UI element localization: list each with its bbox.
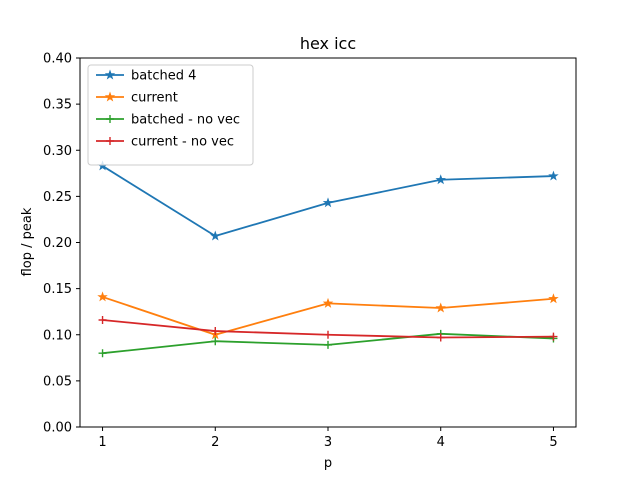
legend-item: batched - no vec: [96, 113, 240, 128]
legend: batched 4 current batched - no vec current …: [87, 64, 254, 166]
data-point: [322, 297, 334, 308]
legend-marker: [106, 137, 114, 145]
legend-item: current - no vec: [96, 135, 234, 150]
legend-marker: [104, 91, 116, 102]
x-tick-label: 4: [437, 435, 445, 450]
data-point: [210, 230, 221, 241]
data-point: [436, 333, 445, 342]
y-tick-label: 0.25: [43, 190, 72, 205]
data-point: [435, 302, 446, 313]
data-point: [435, 174, 446, 185]
legend-label: current - no vec: [131, 135, 234, 150]
series-layer: [97, 160, 559, 358]
y-axis-label: flop / peak: [20, 207, 35, 276]
data-point: [548, 170, 559, 181]
data-point: [324, 340, 332, 349]
legend-marker: [104, 69, 116, 80]
chart-title: hex icc: [300, 34, 356, 53]
y-tick-label: 0.00: [43, 421, 72, 436]
y-tick-label: 0.15: [43, 282, 72, 297]
legend-item: current: [96, 91, 178, 106]
data-point: [324, 330, 332, 339]
x-tick-label: 2: [211, 435, 219, 450]
y-tick-label: 0.05: [43, 374, 72, 389]
data-point: [98, 349, 107, 358]
legend-label: current: [131, 91, 178, 106]
data-point: [97, 291, 108, 302]
x-tick-label: 1: [98, 435, 106, 450]
x-tick-label: 3: [324, 435, 332, 450]
data-point: [211, 337, 220, 346]
x-axis-label: p: [324, 456, 332, 471]
legend-label: batched 4: [131, 69, 196, 84]
series-current: [97, 291, 559, 340]
y-tick-label: 0.35: [43, 98, 72, 113]
legend-item: batched 4: [96, 69, 196, 84]
data-point: [548, 293, 559, 304]
x-tick-label: 5: [549, 435, 557, 450]
data-point: [549, 332, 558, 341]
data-point: [211, 327, 220, 336]
legend-label: batched - no vec: [131, 113, 240, 128]
legend-frame: [87, 64, 254, 166]
legend-marker: [106, 115, 114, 123]
x-axis: 1 2 3 4 5: [98, 427, 558, 450]
y-axis: 0.00 0.05 0.10 0.15 0.20 0.25 0.30 0.35 0.40: [43, 52, 80, 436]
data-point: [98, 315, 107, 324]
y-tick-label: 0.30: [43, 144, 72, 159]
y-tick-label: 0.40: [43, 52, 72, 67]
series-current-no-vec: [98, 315, 558, 342]
y-tick-label: 0.10: [43, 328, 72, 343]
data-point: [322, 197, 334, 208]
series-batched-4: [97, 160, 559, 241]
y-tick-label: 0.20: [43, 236, 72, 251]
